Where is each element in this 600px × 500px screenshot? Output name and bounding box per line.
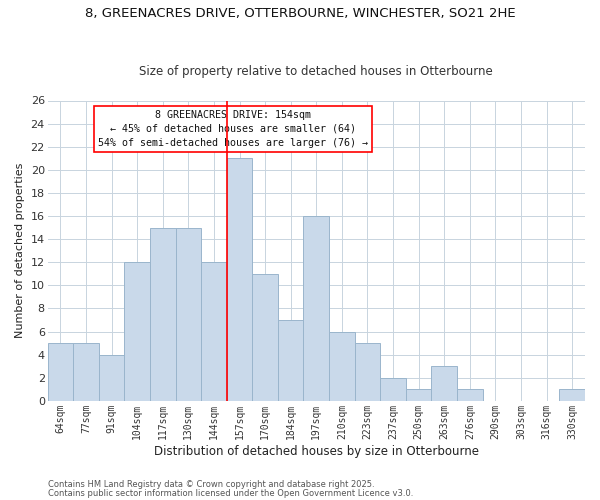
Bar bbox=[99, 354, 124, 401]
Bar bbox=[176, 228, 201, 401]
Title: Size of property relative to detached houses in Otterbourne: Size of property relative to detached ho… bbox=[139, 66, 493, 78]
Bar bbox=[124, 262, 150, 401]
Bar bbox=[431, 366, 457, 401]
Bar bbox=[73, 343, 99, 401]
Bar bbox=[380, 378, 406, 401]
Text: Contains HM Land Registry data © Crown copyright and database right 2025.: Contains HM Land Registry data © Crown c… bbox=[48, 480, 374, 489]
Bar bbox=[457, 390, 482, 401]
Bar bbox=[355, 343, 380, 401]
Bar bbox=[47, 343, 73, 401]
Y-axis label: Number of detached properties: Number of detached properties bbox=[15, 163, 25, 338]
Text: 8, GREENACRES DRIVE, OTTERBOURNE, WINCHESTER, SO21 2HE: 8, GREENACRES DRIVE, OTTERBOURNE, WINCHE… bbox=[85, 8, 515, 20]
Bar bbox=[278, 320, 304, 401]
Text: 8 GREENACRES DRIVE: 154sqm
← 45% of detached houses are smaller (64)
54% of semi: 8 GREENACRES DRIVE: 154sqm ← 45% of deta… bbox=[98, 110, 368, 148]
Bar bbox=[150, 228, 176, 401]
Bar bbox=[406, 390, 431, 401]
Bar bbox=[253, 274, 278, 401]
Text: Contains public sector information licensed under the Open Government Licence v3: Contains public sector information licen… bbox=[48, 489, 413, 498]
X-axis label: Distribution of detached houses by size in Otterbourne: Distribution of detached houses by size … bbox=[154, 444, 479, 458]
Bar bbox=[559, 390, 585, 401]
Bar bbox=[329, 332, 355, 401]
Bar bbox=[227, 158, 253, 401]
Bar bbox=[304, 216, 329, 401]
Bar bbox=[201, 262, 227, 401]
